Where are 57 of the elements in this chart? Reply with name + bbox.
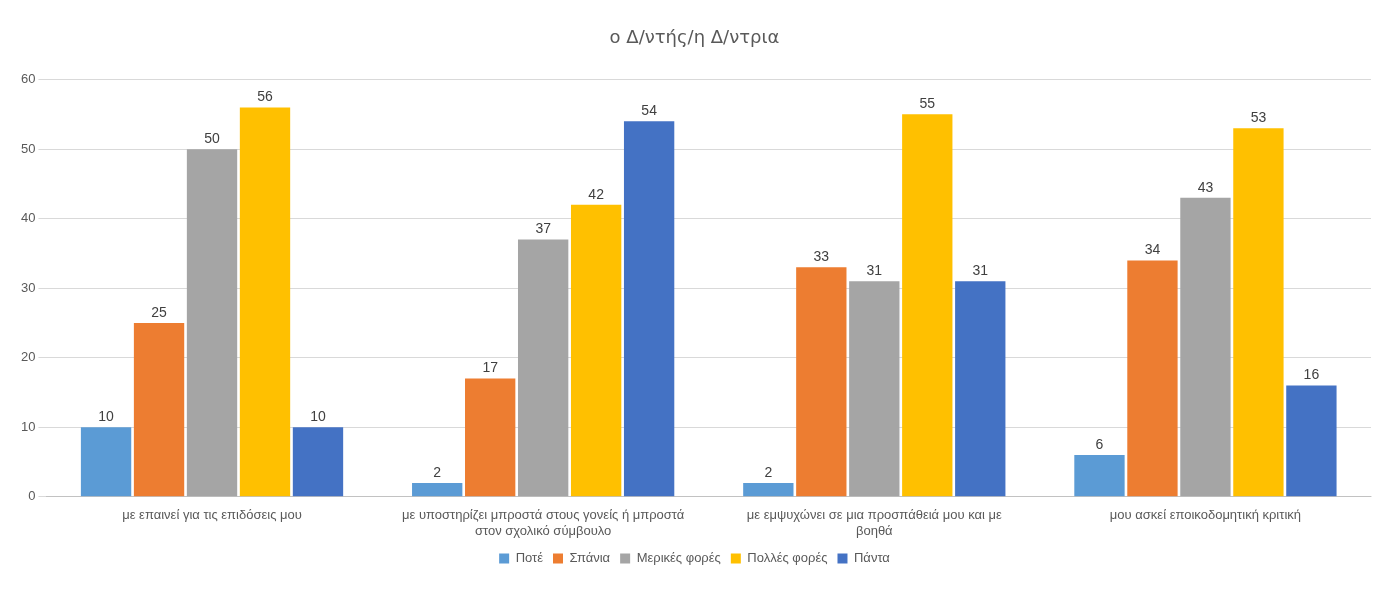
bar — [186, 149, 238, 497]
data-label: 42 — [588, 185, 605, 202]
bar — [1074, 455, 1125, 497]
data-label: 2 — [433, 463, 442, 480]
data-label: 37 — [535, 220, 552, 237]
data-label: 25 — [151, 303, 168, 320]
bar — [955, 281, 1006, 497]
data-label: 53 — [1250, 109, 1267, 126]
y-tick-label: 60 — [20, 71, 36, 87]
legend-label: Ποτέ — [515, 550, 544, 566]
bar — [902, 114, 953, 497]
legend-label: Μερικές φορές — [636, 550, 721, 566]
bar — [623, 121, 675, 497]
x-tick-label: με εμψυχώνει σε μια προσπάθειά μου και με βοηθά — [746, 507, 1002, 538]
legend-label: Πάντα — [853, 550, 891, 566]
bar — [518, 239, 569, 497]
bar — [133, 322, 185, 497]
legend-label: Σπάνια — [569, 550, 611, 566]
x-tick-label: μου ασκεί εποικοδομητική κριτική — [1109, 507, 1301, 523]
data-label: 54 — [641, 102, 658, 119]
data-label: 33 — [813, 248, 830, 265]
bar — [239, 107, 291, 497]
data-label: 55 — [919, 95, 936, 112]
data-label: 56 — [257, 88, 274, 105]
bar — [80, 427, 132, 497]
data-label: 34 — [1144, 241, 1161, 258]
y-tick-label: 40 — [20, 210, 36, 226]
data-label: 50 — [204, 129, 221, 146]
x-tick-label: με υποστηρίζει μπροστά στους γονείς ή μπροστά στον σχολικό σύμβουλο — [402, 507, 685, 538]
bar — [570, 204, 622, 497]
y-tick-label: 10 — [20, 418, 36, 434]
bar — [1127, 260, 1178, 497]
data-label: 2 — [764, 463, 773, 480]
y-tick-label: 20 — [20, 349, 36, 365]
y-tick-label: 50 — [20, 140, 36, 156]
data-label: 43 — [1197, 178, 1214, 195]
data-label: 10 — [310, 408, 326, 425]
bar — [465, 378, 516, 497]
bar — [743, 482, 794, 497]
bar — [1286, 385, 1337, 497]
bar — [796, 267, 847, 497]
y-tick-label: 30 — [20, 279, 36, 295]
chart-title: ο Δ/ντής/η Δ/ντρια — [609, 26, 780, 48]
data-label: 6 — [1095, 435, 1104, 452]
data-label: 16 — [1303, 366, 1320, 383]
bar — [292, 427, 344, 497]
data-label: 10 — [98, 408, 115, 425]
bar — [1180, 197, 1231, 497]
y-tick-label: 0 — [28, 488, 36, 504]
data-label: 17 — [482, 359, 499, 376]
bar — [1233, 128, 1284, 497]
data-label: 31 — [972, 262, 989, 279]
x-tick-label: με επαινεί για τις επιδόσεις μου — [122, 507, 302, 523]
bar — [849, 281, 900, 497]
bar — [412, 482, 463, 497]
legend-label: Πολλές φορές — [747, 550, 828, 566]
data-label: 31 — [866, 262, 883, 279]
